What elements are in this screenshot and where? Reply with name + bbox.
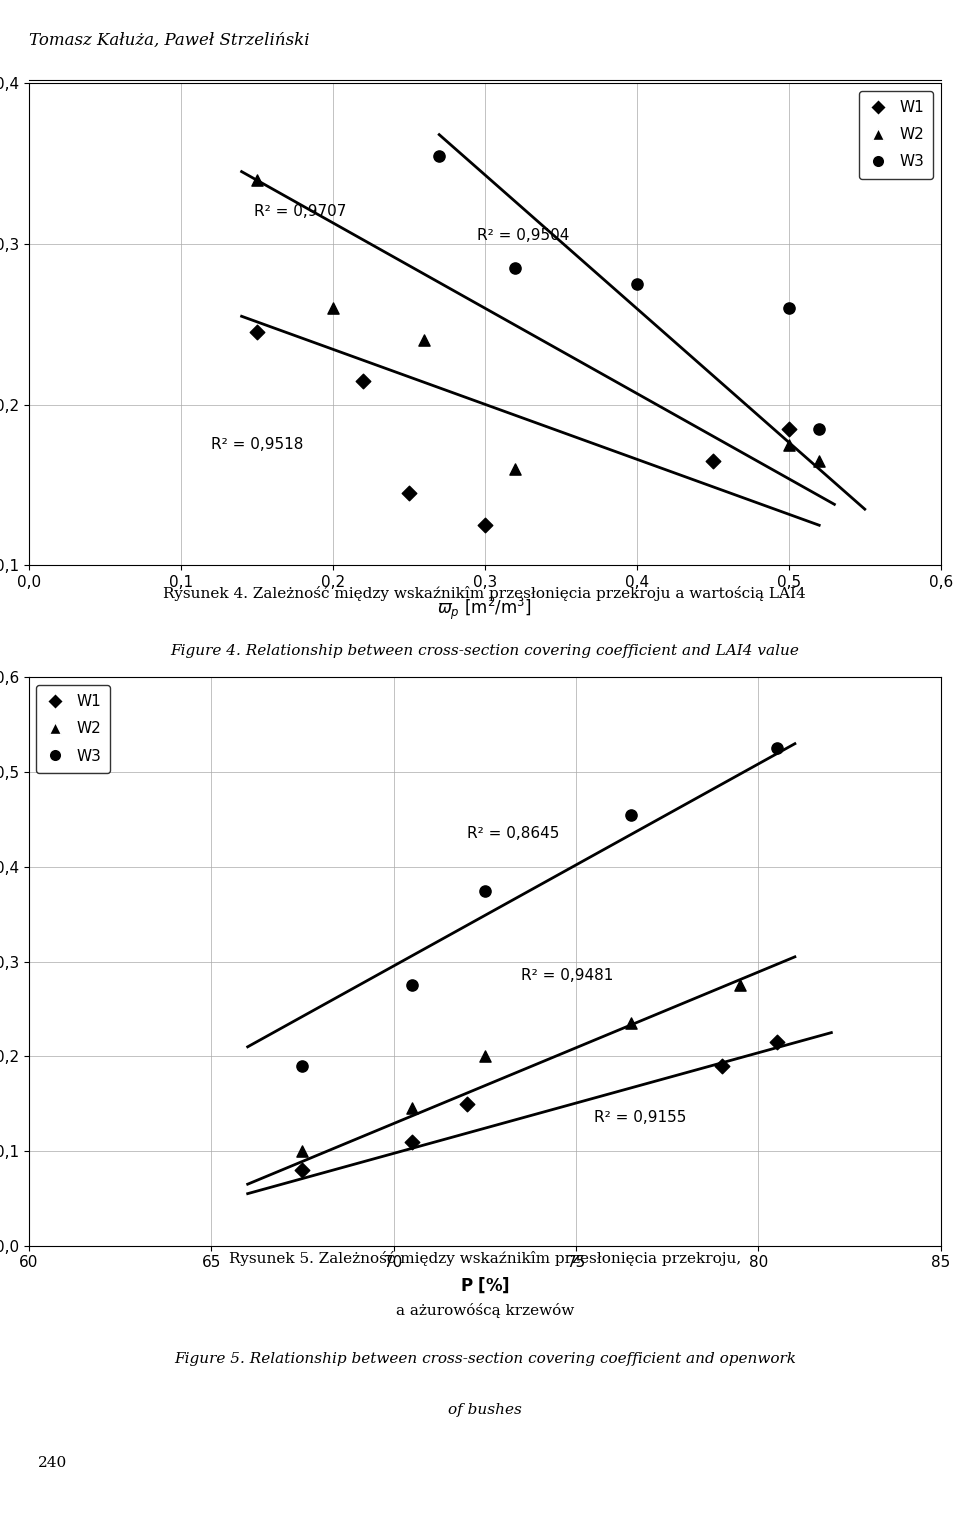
Point: [477, 1044, 492, 1069]
Legend: W1, W2, W3: W1, W2, W3: [36, 686, 110, 773]
Point: [714, 1054, 730, 1078]
Text: Rysunek 4. Zależność między wskaźnikîm przesłonięcia przekroju a wartością LAI4: Rysunek 4. Zależność między wskaźnikîm p…: [163, 585, 806, 600]
Text: of bushes: of bushes: [448, 1403, 521, 1417]
Point: [508, 457, 523, 481]
Text: R² = 0,9707: R² = 0,9707: [253, 205, 347, 220]
Point: [295, 1139, 310, 1164]
Text: Figure 4. Relationship between cross-section covering coefficient and LAI4 value: Figure 4. Relationship between cross-sec…: [170, 644, 800, 658]
Text: R² = 0,9481: R² = 0,9481: [521, 968, 613, 983]
Point: [325, 296, 341, 321]
Point: [477, 513, 492, 538]
Point: [404, 1130, 420, 1154]
Point: [404, 973, 420, 997]
Point: [769, 736, 784, 760]
Point: [811, 449, 827, 473]
Text: a ażurowóścą krzewów: a ażurowóścą krzewów: [396, 1303, 574, 1318]
Text: R² = 0,8645: R² = 0,8645: [467, 826, 559, 841]
X-axis label: $\varpi_p\ \mathrm{[m^2/m^3]}$: $\varpi_p\ \mathrm{[m^2/m^3]}$: [438, 596, 532, 621]
Point: [732, 973, 748, 997]
Point: [781, 296, 797, 321]
Text: Tomasz Kałuża, Paweł Strzeliński: Tomasz Kałuża, Paweł Strzeliński: [29, 32, 309, 49]
Point: [629, 272, 644, 296]
Point: [401, 481, 417, 505]
Text: R² = 0,9518: R² = 0,9518: [211, 437, 303, 452]
Text: Rysunek 5. Zależność między wskaźnikîm przesłonięcia przekroju,: Rysunek 5. Zależność między wskaźnikîm p…: [228, 1252, 741, 1266]
Point: [404, 1096, 420, 1121]
X-axis label: $\mathbf{P\ [\%]}$: $\mathbf{P\ [\%]}$: [460, 1277, 510, 1295]
Point: [432, 144, 447, 168]
Point: [417, 328, 432, 353]
Point: [250, 168, 265, 192]
Text: R² = 0,9504: R² = 0,9504: [477, 229, 569, 243]
Text: 240: 240: [38, 1455, 67, 1471]
Point: [769, 1029, 784, 1054]
Point: [459, 1092, 474, 1116]
Text: Figure 5. Relationship between cross-section covering coefficient and openwork: Figure 5. Relationship between cross-sec…: [174, 1351, 796, 1365]
Point: [781, 432, 797, 457]
Point: [250, 321, 265, 345]
Point: [811, 417, 827, 441]
Point: [477, 878, 492, 902]
Text: R² = 0,9155: R² = 0,9155: [594, 1110, 686, 1125]
Point: [355, 368, 371, 392]
Point: [623, 1011, 638, 1035]
Point: [295, 1157, 310, 1182]
Point: [623, 803, 638, 828]
Point: [508, 257, 523, 281]
Point: [295, 1054, 310, 1078]
Point: [705, 449, 720, 473]
Point: [781, 417, 797, 441]
Legend: W1, W2, W3: W1, W2, W3: [859, 90, 933, 179]
